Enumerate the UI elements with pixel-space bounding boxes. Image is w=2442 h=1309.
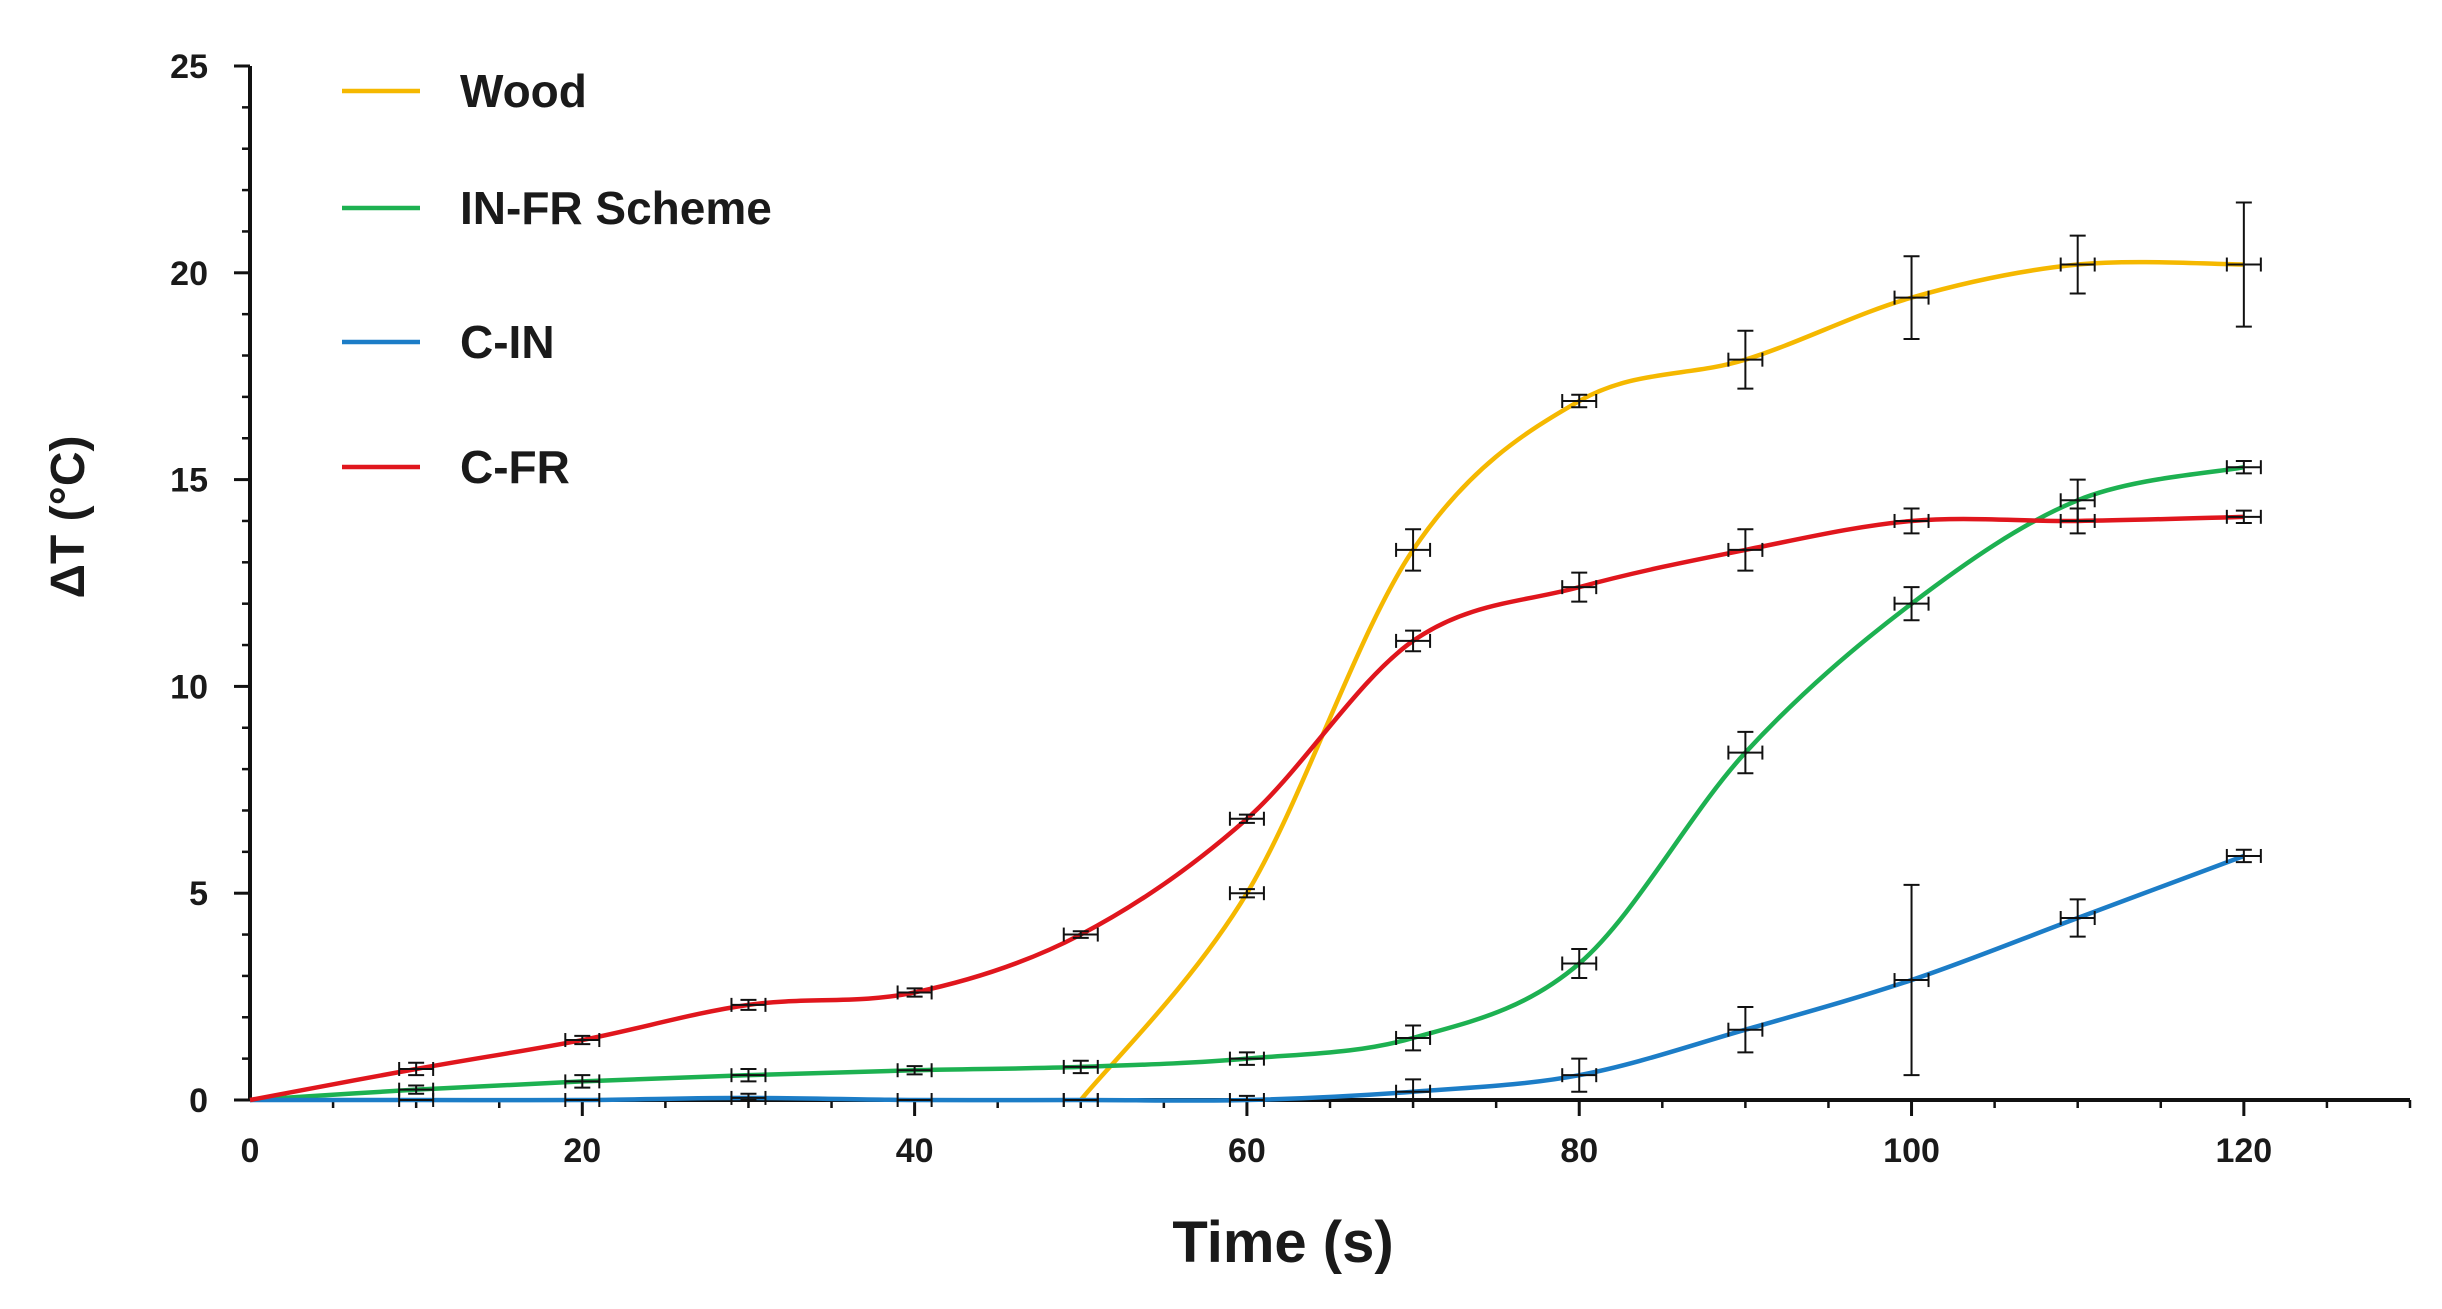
error-bar-c-fr — [896, 985, 933, 1000]
x-tick-label: 40 — [896, 1132, 934, 1170]
error-bar-in-fr-scheme — [1062, 1059, 1099, 1075]
error-bar-in-fr-scheme — [564, 1074, 601, 1089]
error-bar-c-in — [2059, 898, 2096, 938]
error-bar-c-fr — [1062, 927, 1099, 942]
error-bar-in-fr-scheme — [1228, 1051, 1265, 1066]
series-line-in-fr-scheme — [249, 464, 2245, 1103]
error-bar-c-in — [564, 1093, 601, 1107]
x-tick-label: 60 — [1228, 1132, 1266, 1170]
error-bar-wood — [2059, 234, 2096, 295]
error-bar-wood — [1727, 329, 1764, 390]
error-bar-c-fr — [398, 1061, 435, 1077]
legend-label-wood: Wood — [460, 65, 587, 117]
error-bar-c-in — [1228, 1093, 1265, 1107]
error-bar-c-fr — [2225, 509, 2262, 525]
error-bar-c-fr — [564, 1033, 601, 1048]
x-tick-label: 0 — [241, 1132, 260, 1170]
y-tick-label: 20 — [170, 255, 208, 293]
x-tick-label: 100 — [1883, 1132, 1940, 1170]
error-bar-in-fr-scheme — [1893, 586, 1930, 622]
error-bar-c-in — [1727, 1005, 1764, 1054]
error-bar-c-in — [896, 1093, 933, 1107]
y-axis-title: ΔT (°C) — [42, 436, 95, 599]
legend-label-in-fr-scheme: IN-FR Scheme — [460, 182, 772, 234]
error-bar-c-fr — [1561, 571, 1598, 603]
error-bar-in-fr-scheme — [730, 1067, 767, 1083]
error-bar-wood — [1228, 886, 1265, 901]
x-tick-label: 120 — [2215, 1132, 2272, 1170]
x-tick-label: 80 — [1560, 1132, 1598, 1170]
error-bar-wood — [2225, 201, 2262, 328]
legend-label-c-fr: C-FR — [460, 441, 570, 493]
error-bar-in-fr-scheme — [896, 1063, 933, 1078]
error-bar-c-fr — [730, 997, 767, 1012]
error-bar-in-fr-scheme — [1727, 730, 1764, 775]
error-bar-in-fr-scheme — [398, 1082, 435, 1097]
y-tick-label: 5 — [189, 875, 208, 913]
error-bar-wood — [1893, 255, 1930, 340]
error-bar-in-fr-scheme — [1561, 948, 1598, 979]
x-axis-title: Time (s) — [1172, 1210, 1393, 1275]
x-tick-label: 20 — [563, 1132, 601, 1170]
y-tick-label: 10 — [170, 668, 208, 706]
error-bar-wood — [1561, 393, 1598, 409]
y-tick-label: 0 — [189, 1082, 208, 1120]
error-bar-c-in — [730, 1090, 767, 1105]
series-lines — [249, 259, 2245, 1103]
y-tick-label: 15 — [170, 462, 208, 500]
error-bar-c-fr — [1395, 629, 1432, 653]
legend-label-c-in: C-IN — [460, 316, 555, 368]
error-bar-c-in — [1561, 1057, 1598, 1093]
error-bar-wood — [1395, 528, 1432, 572]
error-bar-c-in — [1893, 883, 1930, 1077]
series-line-c-fr — [249, 514, 2244, 1103]
y-tick-label: 25 — [170, 48, 208, 86]
error-bar-c-in — [398, 1093, 435, 1107]
error-bar-c-fr — [1228, 811, 1265, 826]
error-bar-c-in — [1395, 1078, 1432, 1101]
error-bar-c-in — [1062, 1093, 1099, 1107]
error-bar-c-in — [2225, 848, 2262, 864]
error-bar-in-fr-scheme — [2225, 459, 2262, 475]
error-bar-c-fr — [1893, 507, 1930, 535]
error-bars — [398, 201, 2262, 1107]
error-bar-c-fr — [1727, 528, 1764, 572]
legend: Wood IN-FR Scheme C-IN C-FR — [342, 65, 772, 493]
error-bar-in-fr-scheme — [1395, 1024, 1432, 1052]
error-bar-c-fr — [2059, 507, 2096, 535]
series-line-wood — [1079, 259, 2244, 1102]
